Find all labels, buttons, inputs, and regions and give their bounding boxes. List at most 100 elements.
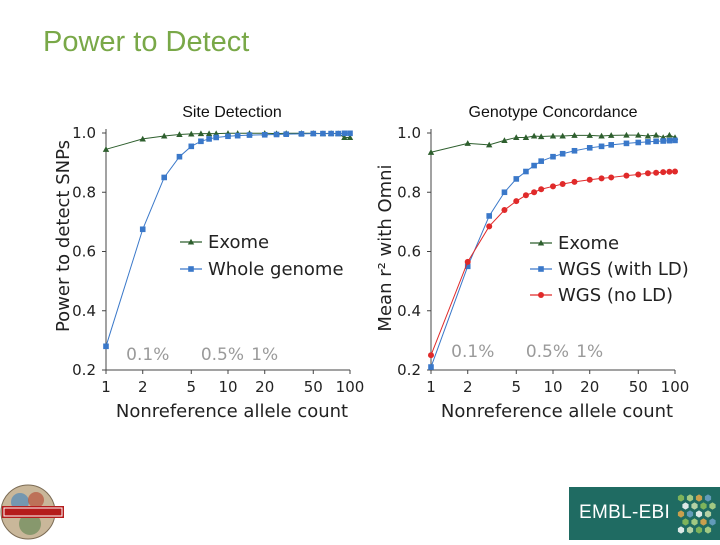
data-point [550, 153, 556, 160]
legend-marker [188, 266, 194, 272]
legend-label: WGS (with LD) [558, 259, 689, 280]
x-tick-label: 100 [336, 378, 365, 396]
frequency-annotation: 0.5% [526, 342, 569, 362]
frequency-annotation: 1% [576, 342, 603, 362]
data-point [623, 140, 630, 147]
data-point [261, 131, 268, 138]
data-point [635, 131, 642, 138]
x-tick-label: 10 [543, 378, 562, 396]
x-tick-label: 2 [138, 378, 148, 396]
hexagon-cell [700, 518, 707, 526]
data-point [102, 146, 110, 152]
y-tick-label: 0.8 [397, 183, 421, 201]
data-point [586, 145, 593, 151]
data-point [666, 137, 673, 144]
data-point [513, 198, 520, 205]
data-point [598, 132, 605, 139]
hexagon-cell [686, 510, 694, 518]
data-point [335, 130, 341, 137]
x-tick-label: 50 [304, 378, 323, 396]
data-point [273, 131, 280, 138]
y-tick-label: 1.0 [72, 124, 96, 142]
data-point [464, 140, 471, 146]
y-tick-label: 0.4 [72, 302, 96, 320]
y-tick-label: 0.6 [397, 243, 421, 261]
embl-ebi-logo: EMBL-EBI [569, 487, 720, 540]
data-point [538, 158, 544, 164]
data-point [653, 169, 660, 176]
hexagon-cell [677, 494, 685, 502]
x-tick-label: 20 [255, 378, 274, 396]
y-axis-label: Mean r² with Omni [375, 164, 396, 331]
data-point [586, 176, 593, 183]
hexagon-cell [695, 494, 703, 502]
hexagon-cell [704, 526, 712, 534]
x-tick-label: 20 [580, 378, 599, 396]
hexagon-cell [700, 502, 707, 510]
data-point [310, 130, 317, 137]
y-axis-label: Power to detect SNPs [53, 140, 74, 332]
legend-label: Exome [208, 232, 269, 253]
hexagon-cell [709, 518, 716, 526]
data-point [341, 134, 348, 141]
data-point [320, 130, 326, 137]
data-point [660, 138, 666, 144]
x-tick-label: 10 [218, 378, 237, 396]
data-point [486, 213, 493, 219]
data-point [464, 258, 471, 265]
legend-label: Whole genome [208, 259, 344, 280]
series-wgs-no-ld- [428, 168, 678, 359]
hexagon-cell [691, 518, 698, 526]
data-point [559, 132, 566, 139]
chart-panel-1: Site Detection 0.2 0.4 0.6 0.8 1.0 1 2 5 10 20 50 10… [53, 104, 364, 422]
data-point [549, 132, 557, 139]
x-tick-label: 5 [512, 378, 522, 396]
data-point [608, 142, 615, 148]
data-point [176, 131, 183, 138]
data-point [486, 223, 493, 230]
data-point [623, 172, 630, 179]
hexagon-cell [677, 510, 685, 518]
data-point [538, 186, 545, 193]
y-tick-label: 0.4 [397, 302, 421, 320]
legend-label: WGS (no LD) [558, 285, 673, 306]
data-point [341, 130, 348, 137]
hexagon-cell [686, 526, 694, 534]
hexagon-cell [704, 510, 712, 518]
series-wgs-with-ld- [428, 137, 678, 370]
legend-marker [187, 238, 195, 245]
data-point [559, 180, 566, 187]
y-tick-label: 0.6 [72, 243, 96, 261]
data-point [246, 132, 253, 138]
data-point [635, 139, 642, 146]
data-point [608, 132, 615, 138]
y-tick-label: 1.0 [397, 124, 421, 142]
series-whole-genome [103, 130, 353, 350]
data-point [205, 130, 213, 137]
hexagon-cell [677, 526, 685, 534]
1000-genomes-logo [0, 484, 66, 540]
legend-entry: Whole genome [180, 259, 344, 280]
data-point [598, 143, 605, 150]
data-point [283, 131, 290, 137]
data-point [531, 189, 538, 196]
data-point [298, 131, 305, 137]
data-point [464, 263, 471, 270]
data-point [537, 133, 545, 140]
data-point [103, 343, 109, 350]
chart-title: Site Detection [182, 104, 282, 121]
data-point [234, 132, 241, 139]
data-point [644, 170, 651, 177]
data-point [550, 183, 556, 190]
data-point [161, 174, 168, 181]
data-point [531, 162, 537, 169]
data-point [188, 130, 195, 137]
data-point [523, 168, 529, 175]
data-point [225, 133, 231, 140]
data-point [197, 130, 205, 137]
data-point [513, 134, 520, 141]
slide-title: Power to Detect [43, 26, 250, 58]
x-tick-label: 2 [463, 378, 473, 396]
hexagon-cell [686, 494, 694, 502]
data-point [198, 138, 204, 145]
